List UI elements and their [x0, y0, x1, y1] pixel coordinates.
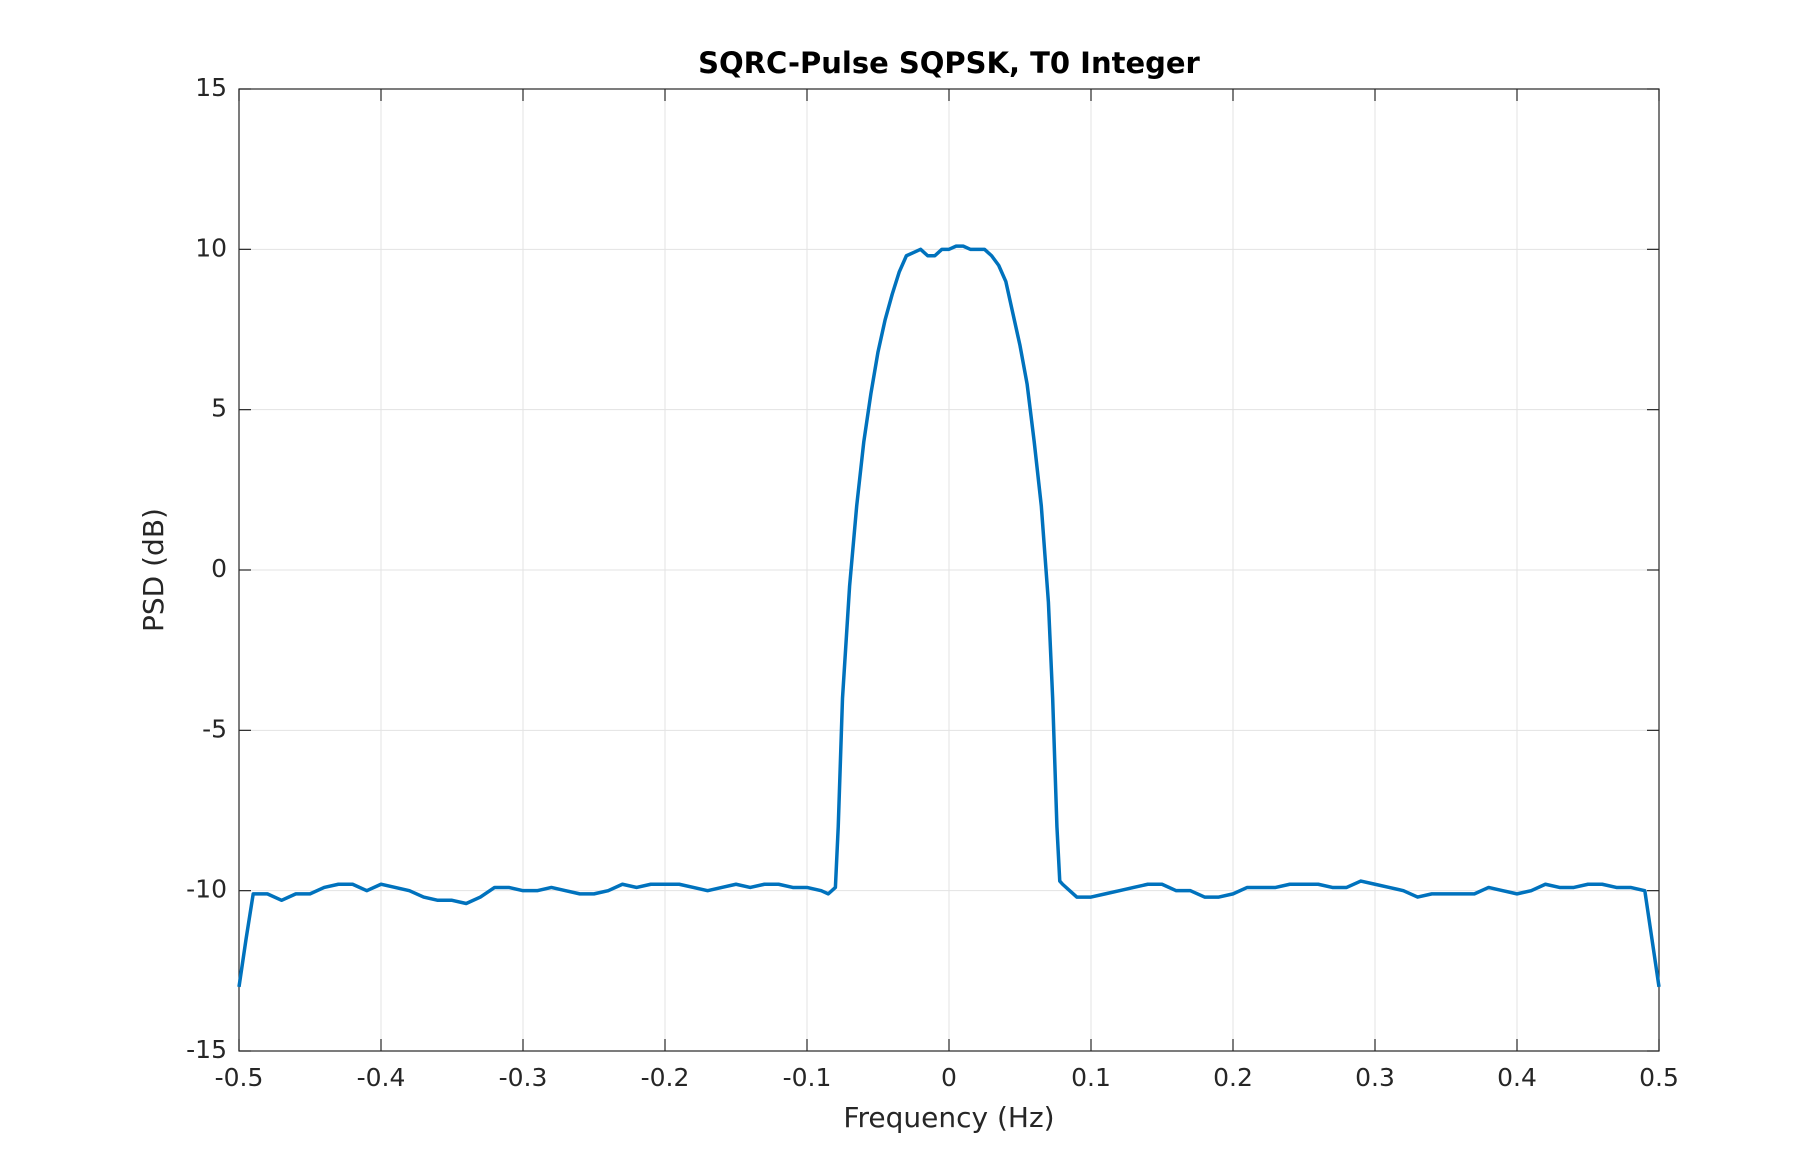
x-tick-label: -0.3 [499, 1063, 548, 1092]
x-tick-label: 0.5 [1639, 1063, 1679, 1092]
x-tick-label: 0.2 [1213, 1063, 1253, 1092]
y-tick-label: -15 [186, 1035, 227, 1064]
x-tick-label: 0.3 [1355, 1063, 1395, 1092]
plot-frame [238, 88, 1660, 1052]
y-tick-label: -5 [202, 714, 227, 743]
x-tick-label: -0.2 [641, 1063, 690, 1092]
x-tick-label: 0.1 [1071, 1063, 1111, 1092]
x-tick-label: 0 [941, 1063, 957, 1092]
y-tick-label: -10 [186, 875, 227, 904]
x-tick-label: -0.1 [783, 1063, 832, 1092]
data-line [237, 244, 1661, 988]
y-tick-label: 10 [195, 233, 227, 262]
x-tick-label: -0.4 [357, 1063, 406, 1092]
y-tick-label: 15 [195, 73, 227, 102]
y-tick-label: 0 [211, 554, 227, 583]
x-tick-label: 0.4 [1497, 1063, 1537, 1092]
y-tick-label: 5 [211, 394, 227, 423]
x-axis-label: Frequency (Hz) [843, 1101, 1054, 1134]
y-axis-label: PSD (dB) [137, 508, 170, 632]
chart-title: SQRC-Pulse SQPSK, T0 Integer [698, 46, 1200, 80]
x-tick-label: -0.5 [215, 1063, 264, 1092]
